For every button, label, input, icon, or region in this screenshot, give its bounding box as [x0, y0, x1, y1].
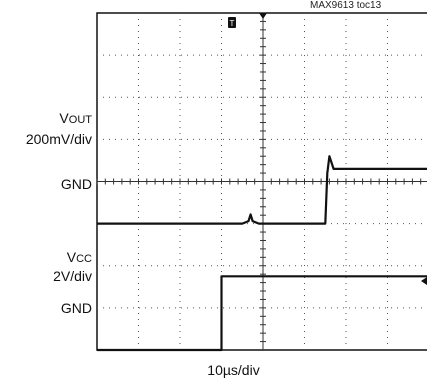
vout-ground-label: GND: [60, 176, 92, 192]
trace-vout: [97, 155, 427, 225]
trace-vcc: [97, 275, 427, 352]
vcc-name-sub: CC: [76, 253, 92, 265]
vcc-channel-name: VCC: [0, 249, 92, 267]
vcc-scale-label: 2V/div: [53, 268, 92, 284]
trigger-marker-label: T: [230, 19, 235, 28]
vcc-name-main: V: [66, 249, 77, 265]
trigger-marker-icon: [228, 17, 236, 28]
vcc-ground-label: GND: [60, 300, 92, 316]
vout-channel-name: VOUT: [0, 110, 92, 128]
vout-name-main: V: [59, 110, 69, 126]
vout-name-sub: OUT: [68, 114, 92, 126]
x-axis-label: 10µs/div: [207, 362, 260, 378]
trigger-position-icon: [259, 13, 267, 19]
trigger-level-icon: [421, 277, 427, 285]
figure-id-label: MAX9613 toc13: [310, 0, 382, 11]
vout-scale-label: 200mV/div: [25, 131, 92, 147]
